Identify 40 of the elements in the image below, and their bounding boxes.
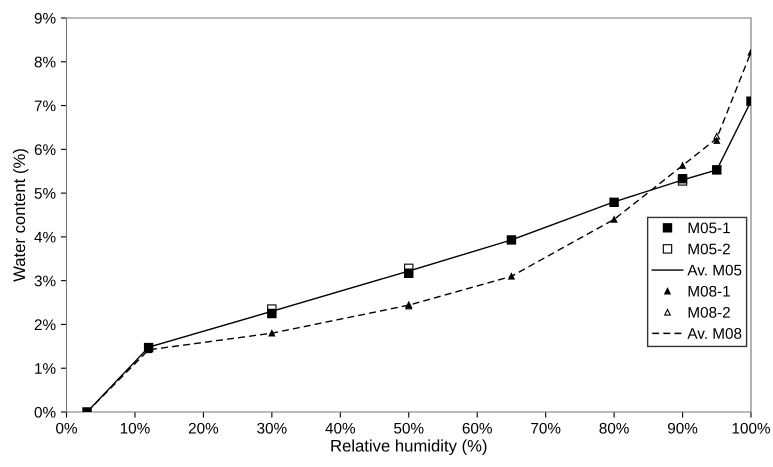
x-tick-label: 20% (188, 422, 218, 434)
y-tick-label: 4% (34, 232, 56, 243)
legend-label: M08-1 (688, 286, 730, 297)
point (268, 330, 276, 337)
point (609, 198, 619, 208)
y-tick-label: 8% (34, 56, 56, 68)
x-tick-label: 60% (462, 422, 492, 434)
point (404, 268, 414, 278)
y-tick-label: 9% (34, 12, 56, 24)
y-tick-label: 1% (35, 363, 56, 374)
x-tick-label: 90% (668, 422, 698, 434)
y-tick-label: 6% (34, 144, 56, 156)
x-tick-label: 100% (732, 422, 770, 434)
x-tick-label: 0% (56, 422, 77, 434)
x-tick-label: 80% (599, 422, 629, 434)
point (713, 137, 720, 144)
x-tick-label: 70% (531, 422, 560, 434)
y-axis-title: Water content (%) (12, 149, 28, 282)
legend-label: M05-2 (688, 244, 730, 254)
legend-label: M08-2 (688, 306, 730, 318)
legend-label: Av. M08 (687, 328, 742, 339)
y-tick-label: 7% (34, 100, 56, 112)
y-tick-label: 3% (34, 276, 56, 286)
point (508, 272, 515, 280)
x-tick-label: 50% (394, 422, 424, 434)
point (506, 235, 516, 245)
point (678, 174, 688, 184)
y-tick-label: 5% (34, 188, 56, 199)
y-tick-label: 2% (34, 319, 56, 330)
point (610, 216, 618, 223)
point (679, 162, 686, 169)
point (267, 308, 277, 318)
legend-label: Av. M05 (687, 264, 742, 276)
x-tick-label: 30% (257, 422, 287, 434)
point (712, 165, 722, 175)
x-tick-label: 40% (325, 422, 356, 434)
y-tick-label: 0% (34, 406, 56, 418)
x-axis-title: Relative humidity (%) (331, 439, 486, 455)
x-tick-label: 10% (120, 422, 150, 434)
legend-label: M05-1 (688, 222, 730, 234)
